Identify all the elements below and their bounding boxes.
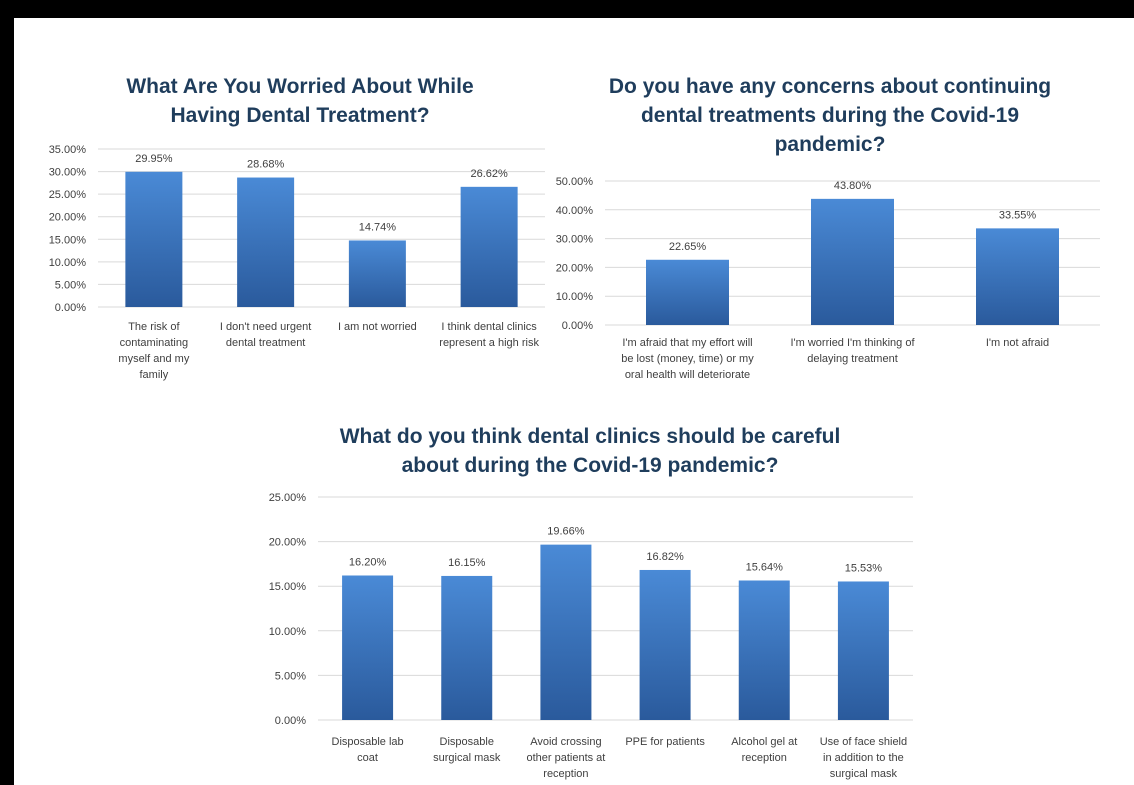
chart1-category-label: I am not worried [338,321,417,333]
chart3-title-line: What do you think dental clinics should … [339,425,841,448]
chart2-bar [976,228,1059,325]
chart3-ytick-label: 25.00% [269,492,307,504]
chart3-data-label: 15.53% [845,562,883,574]
chart2-title: Do you have any concerns about continuin… [580,72,1080,159]
chart2-category-label: I'm worried I'm thinking of [790,337,915,349]
chart1-ytick-label: 5.00% [55,279,86,291]
chart1-ytick-label: 10.00% [49,257,87,269]
chart2-ytick-label: 40.00% [556,205,594,217]
chart1-ytick-label: 15.00% [49,234,87,246]
chart2-ytick-label: 0.00% [562,320,593,332]
chart1-category-label: represent a high risk [439,337,539,349]
chart2-category-label: delaying treatment [807,353,898,365]
chart3-category-label: Use of face shield [820,736,907,748]
chart2-title-line: pandemic? [774,133,886,156]
chart3-bar [738,580,790,720]
chart3-category-label: coat [357,752,378,764]
chart1-data-label: 26.62% [470,168,508,180]
chart1-data-label: 14.74% [359,221,397,233]
chart2-title-line: Do you have any concerns about continuin… [608,75,1052,98]
chart3-ytick-label: 0.00% [275,715,306,727]
chart2-category-label: oral health will deteriorate [625,369,750,381]
chart2-title-line: dental treatments during the Covid-19 [640,104,1020,127]
chart3-title-line: about during the Covid-19 pandemic? [401,454,779,477]
chart1-category-label: dental treatment [226,337,306,349]
chart1-title-line: What Are You Worried About While [126,75,474,98]
chart1-bar [460,186,518,307]
chart2-bar [646,259,729,325]
chart3-data-label: 19.66% [547,526,585,538]
chart1-data-label: 28.68% [247,159,285,171]
chart3-ytick-label: 20.00% [269,537,307,549]
chart2-ytick-label: 50.00% [556,176,594,188]
chart3-ytick-label: 15.00% [269,581,307,593]
chart2-data-label: 22.65% [669,241,707,253]
chart2-ytick-label: 20.00% [556,262,594,274]
frame-border-left [0,0,14,785]
chart3-category-label: PPE for patients [625,736,705,748]
chart3-category-label: reception [543,768,588,780]
chart2-ytick-label: 10.00% [556,291,594,303]
chart1-bar [125,171,183,307]
chart1-ytick-label: 20.00% [49,212,87,224]
chart1-ytick-label: 35.00% [49,144,87,156]
chart3-bar [540,544,592,720]
chart3-bar [639,569,691,720]
chart3-ytick-label: 5.00% [275,670,306,682]
chart3-data-label: 15.64% [746,561,784,573]
chart1-title-line: Having Dental Treatment? [170,104,430,127]
chart3-data-label: 16.15% [448,557,486,569]
chart3-data-label: 16.20% [349,556,387,568]
chart3-title: What do you think dental clinics should … [300,422,880,480]
chart2-data-label: 33.55% [999,209,1037,221]
chart1-ytick-label: 0.00% [55,302,86,314]
chart1-bar [237,177,295,307]
chart3-category-label: Disposable lab [332,736,404,748]
frame-border-top [0,0,1134,18]
chart3-category-label: surgical mask [433,752,501,764]
chart3-category-label: surgical mask [830,768,898,780]
chart3-bar [342,575,394,720]
chart1-bar [348,240,406,307]
chart3-category-label: Alcohol gel at [731,736,797,748]
chart1-ytick-label: 30.00% [49,167,87,179]
chart1-category-label: I think dental clinics [441,321,537,333]
chart2-category-label: I'm not afraid [986,337,1049,349]
chart1-title: What Are You Worried About While Having … [90,72,510,130]
chart3-category-label: other patients at [526,752,605,764]
chart3-category-label: reception [742,752,787,764]
chart3-category-label: in addition to the [823,752,904,764]
chart1-data-label: 29.95% [135,153,173,165]
chart1-ytick-label: 25.00% [49,189,87,201]
chart3-category-label: Avoid crossing [530,736,601,748]
chart2-ytick-label: 30.00% [556,234,594,246]
chart1-category-label: family [140,369,169,381]
chart3-bar [441,575,493,720]
chart3-category-label: Disposable [440,736,494,748]
chart2-bar [811,198,894,325]
chart1-category-label: contaminating [120,337,189,349]
chart2-data-label: 43.80% [834,180,872,192]
chart3-ytick-label: 10.00% [269,626,307,638]
chart1-category-label: The risk of [128,321,180,333]
chart1-category-label: myself and my [118,353,189,365]
chart3-bar [837,581,889,720]
chart2-category-label: I'm afraid that my effort will [622,337,752,349]
chart1-category-label: I don't need urgent [220,321,311,333]
chart2-category-label: be lost (money, time) or my [621,353,754,365]
chart3-data-label: 16.82% [646,551,684,563]
